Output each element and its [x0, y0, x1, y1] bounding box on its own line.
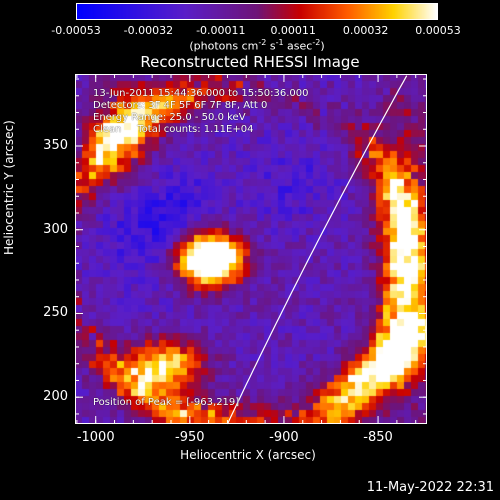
annotation-energy-range: Energy Range: 25.0 - 50.0 keV: [93, 112, 246, 123]
x-tick-label: -850: [363, 430, 393, 445]
colorbar-tick-label: 0.00032: [342, 24, 389, 37]
plot-timestamp: 11-May-2022 22:31: [366, 480, 494, 495]
colorbar-tick-label: -0.00053: [51, 24, 101, 37]
x-tick-label: -900: [269, 430, 299, 445]
chart-title: Reconstructed RHESSI Image: [140, 53, 360, 71]
y-tick-label: 300: [43, 221, 68, 237]
annotation-detectors: Detectors: 3F 4F 5F 6F 7F 8F, Att 0: [93, 100, 268, 111]
annotation-method-counts: Clean Total counts: 1.11E+04: [93, 124, 254, 135]
annotation-peak-position: Position of Peak = [-963,219]: [93, 397, 240, 408]
x-axis-label: Heliocentric X (arcsec): [180, 448, 316, 462]
colorbar-unit: (photons cm-2 s-1 asec-2): [189, 38, 325, 53]
colorbar-tick-label: 0.00011: [270, 24, 316, 37]
y-tick-label: 250: [43, 305, 68, 321]
annotation-time-range: 13-Jun-2011 15:44:36.000 to 15:50:36.000: [93, 88, 309, 99]
colorbar-tick-label: -0.00011: [196, 24, 246, 37]
colorbar-tick-label: 0.00053: [415, 24, 461, 37]
colorbar-tick-label: -0.00032: [123, 24, 174, 37]
y-axis-label: Heliocentric Y (arcsec): [2, 120, 16, 255]
y-tick-label: 200: [43, 389, 68, 405]
y-tick-label: 350: [43, 138, 68, 153]
colorbar: [76, 3, 438, 20]
x-tick-label: -1000: [76, 430, 115, 445]
x-tick-label: -950: [175, 430, 205, 445]
